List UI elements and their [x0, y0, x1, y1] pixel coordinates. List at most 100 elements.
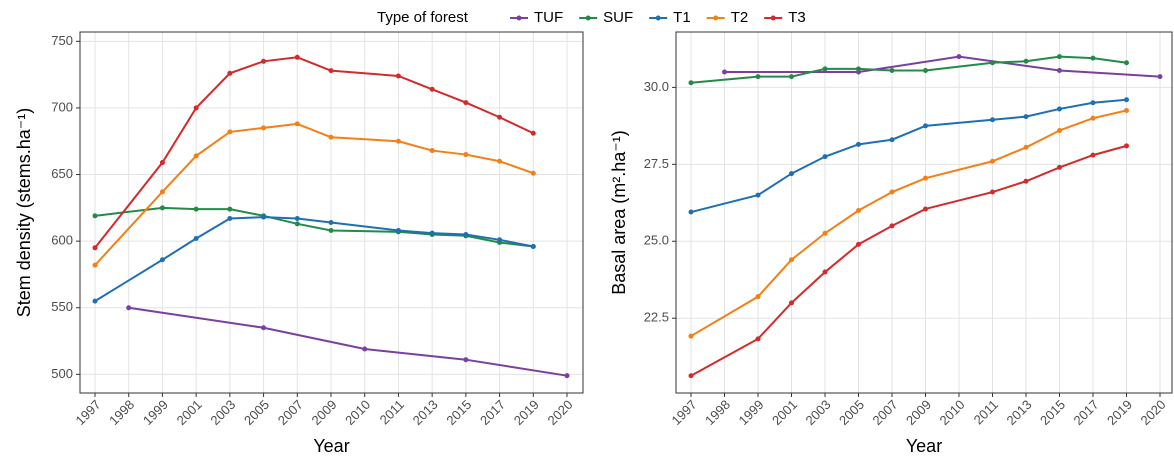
data-point: [688, 80, 694, 86]
data-point: [1090, 115, 1096, 121]
x-tick-label: 2020: [1137, 397, 1168, 428]
data-point: [159, 189, 165, 195]
x-tick-label: 2010: [342, 397, 373, 428]
data-point: [463, 152, 469, 158]
data-point: [463, 100, 469, 106]
y-tick-label: 550: [51, 299, 73, 314]
data-point: [193, 105, 199, 111]
data-point: [429, 86, 435, 92]
data-point: [822, 154, 828, 160]
data-point: [328, 219, 334, 225]
y-tick-label: 22.5: [644, 310, 669, 325]
data-point: [463, 357, 469, 363]
x-tick-label: 2005: [241, 397, 272, 428]
data-point: [362, 346, 368, 352]
x-tick-label: 2001: [769, 397, 800, 428]
data-point: [755, 192, 761, 198]
data-point: [1057, 54, 1062, 60]
data-point: [789, 74, 794, 80]
data-point: [294, 215, 300, 221]
data-point: [722, 69, 727, 75]
series-line: [94, 56, 534, 249]
x-tick-label: 2003: [207, 397, 238, 428]
data-point: [395, 138, 401, 144]
series-line: [94, 122, 534, 266]
data-point: [429, 230, 435, 236]
data-point: [755, 74, 761, 80]
data-point: [889, 67, 895, 73]
data-point: [530, 170, 536, 176]
data-point: [856, 241, 861, 247]
data-point: [822, 66, 828, 72]
data-point: [1057, 106, 1062, 112]
data-point: [126, 305, 132, 311]
data-point: [822, 230, 828, 236]
data-point: [856, 66, 861, 72]
data-point: [227, 70, 233, 76]
x-tick-label: 2007: [275, 397, 306, 428]
x-tick-label: 1997: [72, 397, 103, 428]
data-point: [193, 206, 199, 212]
data-point: [1057, 67, 1062, 73]
y-tick-label: 30.0: [644, 79, 669, 94]
data-point: [889, 137, 895, 143]
legend-label: SUF: [603, 9, 633, 26]
data-point: [261, 214, 267, 220]
x-tick-label: 2011: [971, 397, 1001, 427]
x-tick-label: 2009: [308, 397, 339, 428]
data-point: [92, 262, 98, 268]
x-tick-label: 2015: [1037, 397, 1068, 428]
data-point: [497, 114, 503, 120]
data-point: [328, 68, 334, 74]
data-point: [923, 67, 928, 73]
data-point: [1057, 127, 1062, 133]
plot-area: [676, 32, 1172, 393]
data-point: [530, 243, 536, 249]
data-point: [1023, 144, 1029, 150]
data-point: [688, 373, 694, 379]
data-point: [1090, 55, 1096, 61]
data-point: [395, 73, 401, 79]
data-point: [688, 209, 694, 215]
data-point: [1124, 107, 1129, 113]
data-point: [463, 231, 469, 237]
legend-label: TUF: [534, 9, 563, 26]
data-point: [755, 294, 761, 300]
data-point: [789, 171, 794, 177]
x-tick-label: 1999: [140, 397, 171, 428]
y-tick-label: 25.0: [644, 233, 669, 248]
x-axis-title: Year: [313, 436, 349, 456]
data-point: [159, 205, 165, 211]
data-point: [261, 325, 267, 331]
x-tick-label: 2009: [903, 397, 934, 428]
data-point: [1057, 164, 1062, 170]
series-line: [690, 109, 1127, 337]
data-point: [1124, 60, 1129, 66]
series-line: [690, 144, 1127, 377]
x-tick-label: 1998: [106, 397, 137, 428]
data-point: [923, 175, 928, 181]
legend-dot: [713, 15, 719, 21]
data-point: [990, 60, 995, 66]
x-tick-label: 2017: [477, 397, 508, 428]
data-point: [92, 213, 98, 219]
plot-border: [79, 31, 584, 394]
data-point: [1023, 178, 1029, 184]
data-point: [688, 333, 694, 339]
x-tick-label: 2019: [1104, 397, 1135, 428]
x-tick-label: 2015: [443, 397, 474, 428]
data-point: [294, 54, 300, 60]
data-point: [429, 148, 435, 154]
series-line: [94, 216, 534, 302]
data-point: [261, 125, 267, 131]
data-point: [990, 117, 995, 123]
x-tick-label: 2020: [544, 397, 575, 428]
x-tick-label: 2013: [1003, 397, 1034, 428]
data-point: [227, 206, 233, 212]
x-tick-label: 2007: [869, 397, 900, 428]
data-point: [1124, 97, 1129, 103]
data-point: [159, 257, 165, 263]
x-tick-label: 2003: [802, 397, 833, 428]
data-point: [497, 237, 503, 243]
